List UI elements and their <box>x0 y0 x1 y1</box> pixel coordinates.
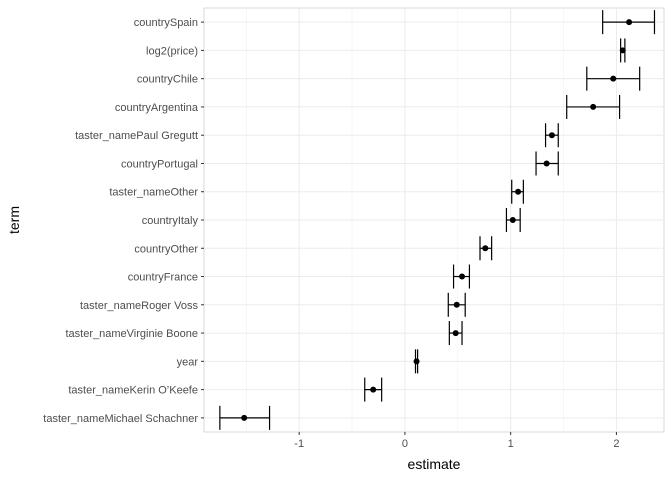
y-tick-label: taster_namePaul Gregutt <box>75 130 198 142</box>
y-tick-label: taster_nameVirginie Boone <box>66 328 199 340</box>
estimate-point <box>482 245 489 252</box>
estimate-point <box>413 358 420 365</box>
estimate-point <box>453 301 460 308</box>
estimate-point <box>515 188 522 195</box>
x-tick-label: -1 <box>294 438 304 450</box>
y-tick-label: countryFrance <box>128 272 198 284</box>
y-tick-label: countryOther <box>134 243 198 255</box>
x-tick-label: 0 <box>402 438 408 450</box>
y-tick-label: taster_nameKerin O’Keefe <box>68 385 198 397</box>
y-tick-label: countryArgentina <box>115 102 199 114</box>
y-tick-label: countryPortugal <box>121 158 198 170</box>
x-tick-label: 2 <box>613 438 619 450</box>
y-tick-labels: countrySpain log2(price) countryChile count… <box>43 17 204 425</box>
estimate-point <box>543 160 550 167</box>
y-tick-label: log2(price) <box>146 45 198 57</box>
estimate-point <box>370 386 377 393</box>
estimate-point <box>610 75 617 82</box>
estimate-point <box>590 103 597 110</box>
estimate-point <box>241 414 248 421</box>
x-axis-title: estimate <box>408 456 461 472</box>
estimate-point <box>452 330 459 337</box>
grid <box>203 7 665 433</box>
estimate-point <box>509 217 516 223</box>
y-tick-label: taster_nameMichael Schachner <box>43 413 198 425</box>
estimate-points <box>241 19 633 421</box>
error-bars <box>219 10 656 430</box>
estimate-point <box>548 132 555 139</box>
x-tick-label: 1 <box>508 438 514 450</box>
y-tick-label: countryItaly <box>142 215 199 227</box>
y-tick-label: taster_nameOther <box>109 187 198 199</box>
y-tick-label: countrySpain <box>134 17 198 29</box>
y-axis-title: term <box>6 206 22 234</box>
estimate-point <box>459 273 466 280</box>
x-tick-labels: -1 0 1 2 <box>294 432 619 450</box>
y-tick-label: countryChile <box>137 74 198 86</box>
estimate-point <box>619 47 626 54</box>
estimate-point <box>626 19 633 26</box>
y-tick-label: taster_nameRoger Voss <box>80 300 199 312</box>
y-tick-label: year <box>177 356 199 368</box>
